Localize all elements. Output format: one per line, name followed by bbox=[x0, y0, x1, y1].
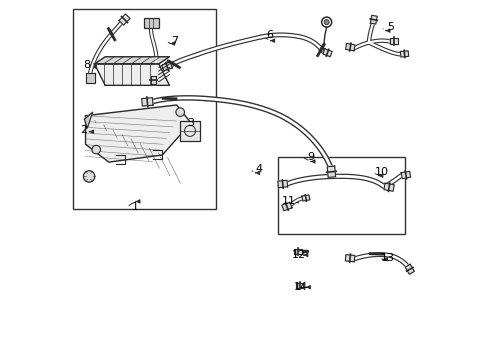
Polygon shape bbox=[150, 76, 156, 84]
Polygon shape bbox=[293, 249, 301, 254]
Text: 6: 6 bbox=[266, 30, 273, 40]
Bar bbox=[278, 157, 405, 234]
Text: 14: 14 bbox=[293, 282, 307, 292]
Polygon shape bbox=[281, 202, 291, 211]
Circle shape bbox=[324, 19, 328, 24]
Circle shape bbox=[176, 108, 184, 116]
Polygon shape bbox=[400, 51, 408, 57]
Polygon shape bbox=[400, 171, 410, 179]
Circle shape bbox=[92, 145, 101, 154]
Polygon shape bbox=[142, 98, 153, 106]
Polygon shape bbox=[94, 57, 169, 64]
Polygon shape bbox=[94, 64, 169, 85]
Polygon shape bbox=[389, 39, 398, 44]
Text: 1: 1 bbox=[132, 202, 139, 212]
Text: 10: 10 bbox=[374, 167, 388, 177]
Bar bbox=[180, 121, 200, 141]
Text: 13: 13 bbox=[380, 253, 394, 263]
Circle shape bbox=[83, 171, 95, 182]
Text: 11: 11 bbox=[282, 197, 296, 206]
Polygon shape bbox=[383, 183, 393, 191]
Text: 9: 9 bbox=[306, 152, 313, 162]
Polygon shape bbox=[162, 62, 172, 71]
Text: 5: 5 bbox=[386, 22, 393, 32]
Polygon shape bbox=[345, 255, 354, 262]
Text: 12: 12 bbox=[291, 250, 305, 260]
Polygon shape bbox=[119, 14, 130, 25]
Bar bbox=[73, 9, 216, 208]
Text: 7: 7 bbox=[171, 36, 178, 46]
Text: 3: 3 bbox=[187, 118, 194, 128]
Text: 8: 8 bbox=[83, 60, 90, 70]
Polygon shape bbox=[85, 105, 190, 162]
Polygon shape bbox=[84, 112, 93, 128]
Polygon shape bbox=[326, 166, 335, 177]
Text: 2: 2 bbox=[80, 125, 87, 135]
Polygon shape bbox=[322, 49, 331, 57]
Polygon shape bbox=[345, 44, 354, 51]
Polygon shape bbox=[405, 264, 413, 274]
Polygon shape bbox=[369, 15, 376, 24]
Polygon shape bbox=[296, 283, 303, 288]
Text: 4: 4 bbox=[255, 164, 262, 174]
Polygon shape bbox=[85, 73, 95, 83]
Polygon shape bbox=[277, 180, 287, 188]
Bar bbox=[144, 18, 159, 28]
Polygon shape bbox=[301, 195, 309, 201]
